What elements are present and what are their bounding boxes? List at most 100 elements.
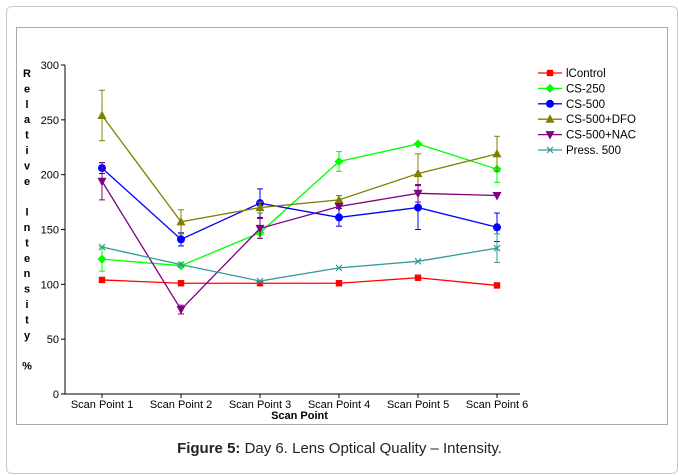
x-axis-label: Scan Point <box>271 410 328 422</box>
y-label-char: a <box>24 114 31 126</box>
y-label-char: % <box>22 361 32 373</box>
y-tick-label: 50 <box>47 334 59 346</box>
y-label-char: e <box>24 253 30 265</box>
legend-item: Press. 500 <box>538 145 621 157</box>
legend-label: CS-500 <box>566 99 605 111</box>
legend-item: CS-500+DFO <box>538 114 636 126</box>
data-point <box>98 243 106 251</box>
data-point <box>98 276 106 284</box>
x-tick-label: Scan Point 5 <box>387 399 449 411</box>
data-point <box>492 192 502 201</box>
x-tick-label: Scan Point 6 <box>466 399 528 411</box>
data-point <box>492 148 502 158</box>
series-line <box>101 143 498 267</box>
data-point <box>546 146 554 154</box>
data-point <box>334 157 344 167</box>
data-point-stroke <box>414 257 422 265</box>
data-point <box>177 235 185 244</box>
y-tick-label: 300 <box>41 60 59 72</box>
series-line <box>101 167 498 241</box>
data-point <box>546 99 554 108</box>
data-point <box>493 244 501 252</box>
y-label-char: i <box>25 145 28 157</box>
data-point <box>545 131 555 140</box>
data-point <box>177 261 185 269</box>
x-tick-label: Scan Point 4 <box>308 399 370 411</box>
y-label-char: e <box>24 83 30 95</box>
data-point-stroke <box>98 243 106 251</box>
legend: lControl CS-250 CS-500 CS-500+DFO CS-500+NAC… <box>538 68 636 157</box>
y-label-char: l <box>25 99 28 111</box>
data-point <box>256 277 264 285</box>
data-point <box>545 83 555 93</box>
series-cs-500-nac <box>97 162 502 315</box>
x-tick-label: Scan Point 1 <box>71 399 133 411</box>
y-label-char: t <box>25 130 29 142</box>
chart-border <box>16 27 668 425</box>
caption-text: Day 6. Lens Optical Quality – Intensity. <box>244 440 502 457</box>
figure-frame <box>6 6 678 474</box>
y-label-char: s <box>24 284 30 296</box>
legend-label: lControl <box>566 68 606 80</box>
data-point <box>335 213 343 222</box>
data-point <box>414 274 422 281</box>
data-point-stroke <box>546 146 554 154</box>
data-point-stroke <box>177 261 185 269</box>
data-point <box>97 110 107 119</box>
legend-label: Press. 500 <box>566 145 621 157</box>
data-point <box>335 280 343 287</box>
data-point <box>413 139 423 149</box>
series-press-500 <box>98 233 501 285</box>
legend-item: lControl <box>538 68 606 80</box>
legend-item: CS-500+NAC <box>538 130 636 142</box>
y-tick-label: 0 <box>53 389 59 401</box>
series-layer <box>97 89 502 315</box>
x-tick-label: Scan Point 3 <box>229 399 291 411</box>
y-tick-label: 200 <box>41 170 59 182</box>
data-point <box>256 280 264 287</box>
data-point <box>176 306 186 315</box>
series-line <box>101 277 498 287</box>
legend-label: CS-500+DFO <box>566 114 636 126</box>
legend-item: CS-500 <box>538 99 605 111</box>
data-point <box>176 216 186 226</box>
data-point <box>97 177 107 187</box>
data-point <box>97 254 107 264</box>
data-point <box>334 202 344 212</box>
data-point <box>546 69 554 77</box>
y-label-char: v <box>24 160 31 172</box>
data-point <box>413 189 423 199</box>
y-label-char: R <box>23 68 31 80</box>
x-ticks: Scan Point 1 Scan Point 2 Scan Point 3 Scan… <box>71 394 528 411</box>
legend-label: CS-250 <box>566 83 605 95</box>
series-cs-500-dfo <box>97 89 502 235</box>
series-line <box>101 180 498 311</box>
data-point-stroke <box>493 244 501 252</box>
data-point <box>177 280 185 287</box>
y-label-char: n <box>24 268 31 280</box>
data-point <box>493 223 501 232</box>
data-point <box>414 203 422 212</box>
series-line <box>101 115 498 223</box>
y-tick-label: 250 <box>41 115 59 127</box>
data-point <box>413 168 423 178</box>
y-label-char: i <box>25 299 28 311</box>
figure-caption: Figure 5: Day 6. Lens Optical Quality – … <box>0 440 679 457</box>
axes <box>64 65 520 395</box>
data-point <box>255 224 265 234</box>
y-label-char: y <box>24 330 31 342</box>
data-point-stroke <box>335 264 343 272</box>
x-tick-label: Scan Point 2 <box>150 399 212 411</box>
y-label-char: t <box>25 237 29 249</box>
y-tick-label: 100 <box>41 279 59 291</box>
caption-label: Figure 5: <box>177 440 241 457</box>
data-point-stroke <box>256 277 264 285</box>
y-label-char: e <box>24 176 30 188</box>
legend-label: CS-500+NAC <box>566 130 636 142</box>
y-tick-label: 150 <box>41 225 59 237</box>
data-point <box>334 194 344 204</box>
legend-item: CS-250 <box>538 83 605 95</box>
data-point <box>545 114 555 123</box>
